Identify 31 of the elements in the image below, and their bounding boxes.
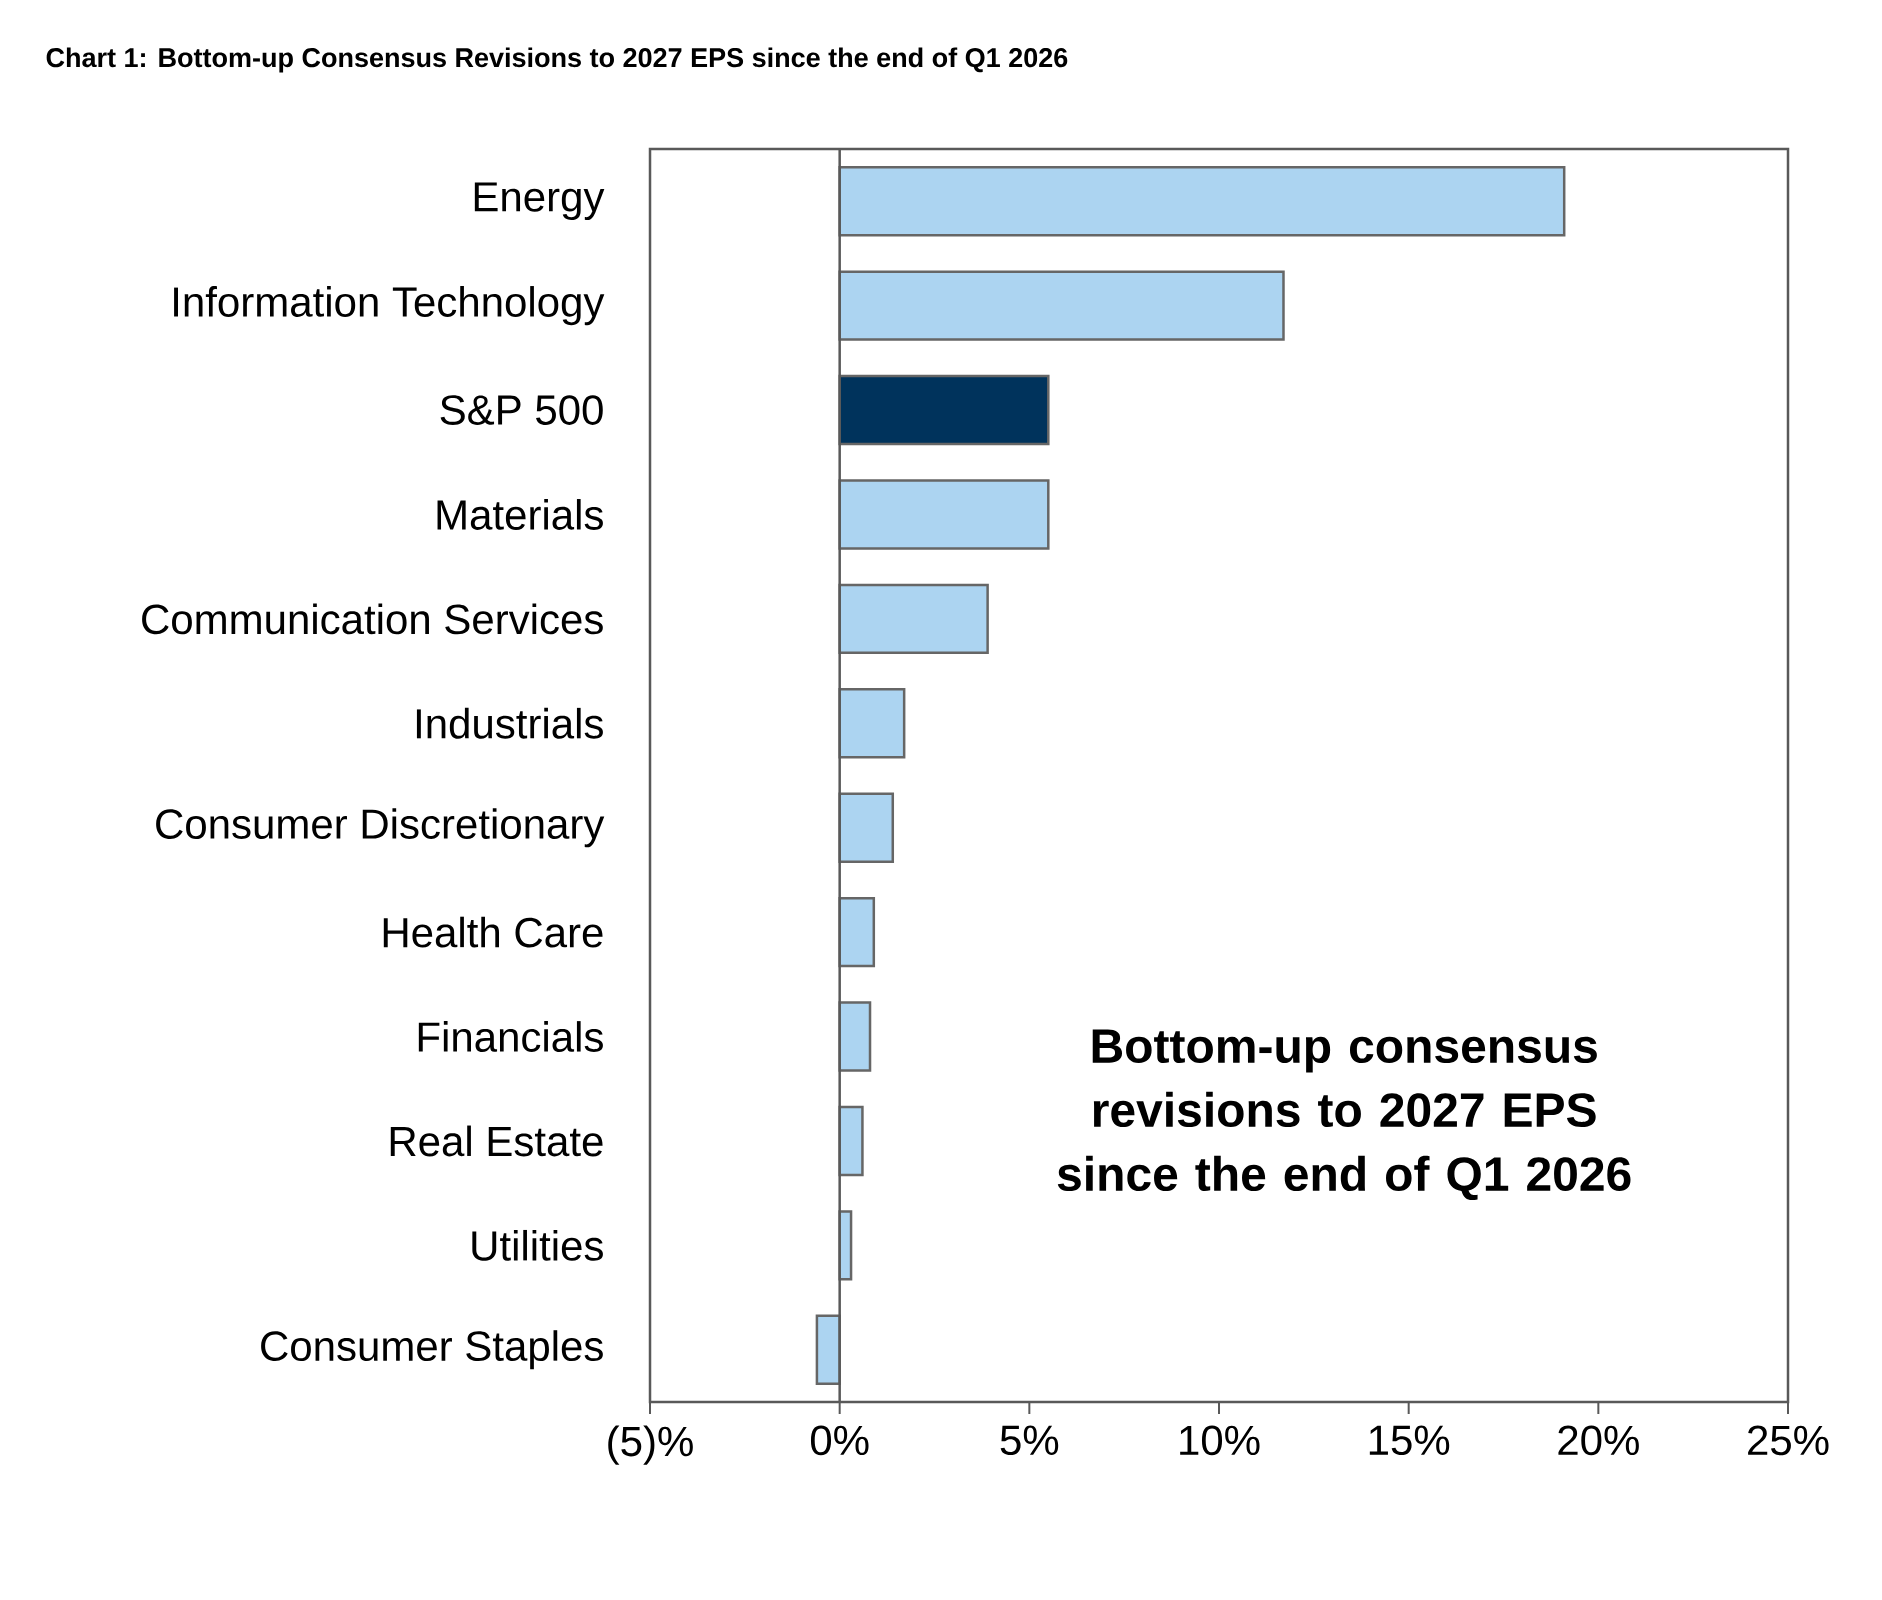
y-tick-label: Consumer Staples <box>261 1330 603 1370</box>
chart-title: Chart 1: Bottom-up Consensus Revisions to 2027 EPS since the end of Q1 2026 <box>46 47 1068 73</box>
y-tick-label: Financials <box>418 1021 603 1052</box>
bar <box>838 479 1050 550</box>
x-tick-label: 20% <box>1558 1425 1639 1456</box>
bar <box>838 688 906 759</box>
x-tick-label: 10% <box>1180 1425 1260 1456</box>
bar <box>838 583 989 655</box>
bar <box>838 896 876 968</box>
annotation: Bottom-up consensus revisions to 2027 EPS since the end of Q1 2026 <box>1057 1029 1631 1201</box>
x-tick-label: 0% <box>810 1425 869 1456</box>
y-tick-label: Information Technology <box>174 286 605 326</box>
y-tick-label: Consumer Discretionary <box>156 808 605 848</box>
y-tick-label: Utilities <box>472 1229 603 1261</box>
bar <box>838 270 1285 341</box>
y-tick-label: Health Care <box>383 916 603 948</box>
x-tick-label: (5)% <box>608 1425 693 1465</box>
bar <box>838 792 895 863</box>
x-tick-label: 5% <box>1000 1425 1059 1456</box>
bar <box>838 374 1050 446</box>
x-tick-label: 15% <box>1369 1425 1450 1456</box>
y-tick-label: Communication Services <box>142 603 603 635</box>
y-tick-label: Energy <box>474 182 605 221</box>
y-tick-label: Materials <box>437 499 603 530</box>
y-tick-label: S&P 500 <box>440 395 603 425</box>
x-tick-label: 25% <box>1748 1425 1829 1456</box>
bar <box>838 1105 864 1177</box>
y-tick-label: Real Estate <box>390 1125 603 1157</box>
bar <box>838 1001 872 1072</box>
y-tick-label: Industrials <box>416 707 603 739</box>
bar <box>838 166 1566 237</box>
